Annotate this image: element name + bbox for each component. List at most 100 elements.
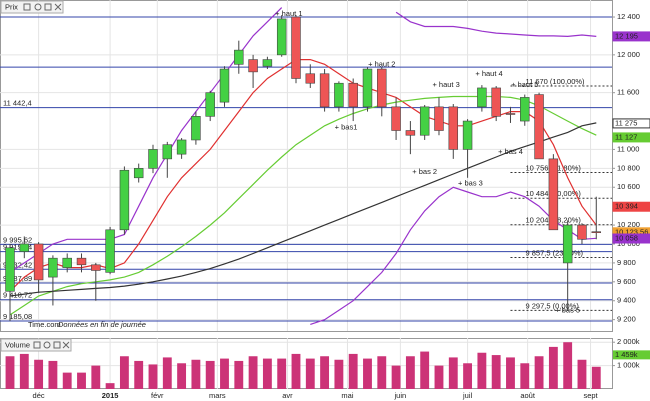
icon[interactable]: [54, 3, 62, 11]
y-tick-label: 9 600: [617, 277, 636, 286]
volume-bar: [463, 363, 473, 389]
x-tick-label: juin: [394, 391, 407, 400]
fib-label: 11 670 (100,00%): [525, 77, 585, 86]
candle-body: [234, 49, 244, 65]
volume-bar: [420, 351, 430, 389]
candle-body: [434, 106, 444, 131]
annotation: + bas 3: [458, 178, 483, 187]
volume-bar: [363, 358, 372, 389]
candle-body: [562, 224, 573, 264]
candle-body: [276, 18, 287, 56]
x-tick-label: mars: [209, 391, 226, 400]
volume-bar: [220, 358, 229, 389]
y-tick-label: 10 600: [617, 182, 640, 191]
indicator-line: [9, 122, 597, 297]
price-marker-label: 10 123,56: [615, 227, 648, 236]
level-label: 9 185,08: [3, 312, 32, 321]
candle-body: [362, 68, 373, 108]
volume-bar: [448, 357, 458, 389]
volume-bar: [148, 364, 158, 389]
candle-body: [405, 130, 416, 136]
icon[interactable]: [33, 341, 41, 349]
candle-body: [262, 59, 273, 67]
volume-bar: [520, 363, 530, 389]
candle-body: [348, 82, 358, 108]
icon[interactable]: [44, 3, 52, 11]
candle-body: [377, 68, 387, 108]
y-tick-label: 10 800: [617, 163, 640, 172]
volume-bar: [205, 360, 215, 389]
y-tick-label: 12 400: [617, 12, 640, 21]
price-plot: 11 442,4 9 995,629 919,74 9 732,42 9 587,89…: [0, 0, 612, 331]
candle-body: [33, 243, 44, 281]
volume-bar: [477, 352, 487, 389]
volume-bar: [177, 363, 187, 389]
price-marker: [612, 118, 650, 129]
candle-body: [505, 113, 516, 115]
candle-body: [19, 243, 30, 252]
candle-body: [76, 257, 87, 266]
panel-title: Volume: [5, 340, 30, 349]
volume-tab: Volume: [0, 338, 72, 352]
volume-bar: [134, 360, 144, 389]
volume-bar: [405, 356, 415, 389]
icon[interactable]: [43, 341, 51, 349]
fib-label: 9 857,5 (23,60%): [525, 248, 583, 257]
candle-body: [119, 169, 130, 231]
y-tick-label: 2 000k: [617, 337, 640, 346]
volume-bar: [320, 356, 330, 389]
volume-bar: [119, 356, 129, 389]
icon[interactable]: [34, 3, 42, 11]
icon[interactable]: [62, 341, 70, 349]
x-tick-label: août: [520, 391, 536, 400]
price-panel: [0, 0, 613, 332]
volume-bar: [506, 357, 515, 389]
volume-bar: [262, 358, 272, 389]
x-tick-label: déc: [33, 391, 45, 400]
candle-body: [191, 116, 201, 141]
x-tick-label: févr: [151, 391, 164, 400]
volume-bar: [334, 359, 344, 389]
volume-bar: [162, 357, 172, 389]
volume-bar: [577, 359, 587, 389]
candle-body: [462, 120, 473, 150]
volume-bar: [91, 365, 101, 389]
candle-body: [491, 87, 501, 117]
volume-bar: [291, 353, 301, 389]
source-note: Time.com: [28, 320, 61, 329]
candle-body: [391, 106, 401, 131]
candle-body: [419, 106, 430, 136]
y-tick-label: 9 200: [617, 315, 636, 324]
source-note: Données en fin de journée: [58, 320, 146, 329]
candle-body: [305, 73, 316, 84]
price-marker-label: 12 195: [615, 31, 638, 40]
candle-body: [334, 82, 344, 108]
candle-body: [5, 247, 15, 292]
level-label: 9 732,42: [3, 260, 32, 269]
candle-body: [548, 158, 559, 231]
volume-bar: [34, 359, 44, 389]
icon[interactable]: [53, 341, 61, 349]
icon[interactable]: [23, 3, 31, 11]
volume-bar: [434, 365, 444, 389]
volume-bar: [377, 356, 387, 389]
candle-body: [48, 257, 58, 278]
candle-body: [219, 68, 230, 103]
candle-body: [62, 257, 72, 268]
volume-bar: [548, 346, 558, 389]
candle-body: [133, 168, 144, 179]
y-tick-label: 9 800: [617, 258, 636, 267]
candle-body: [291, 16, 301, 79]
level-label: 9 587,89: [3, 274, 32, 283]
x-tick-label: mai: [341, 391, 353, 400]
price-marker: [613, 350, 650, 360]
price-marker: [612, 31, 650, 42]
candle-body: [91, 264, 101, 271]
price-marker: [612, 132, 650, 143]
volume-bar: [277, 358, 287, 389]
axes: 12 400 12 000 11 600 11 000 10 800 10 600 10 2…: [33, 12, 650, 400]
candle-body: [534, 94, 544, 160]
price-marker-label: 11 127: [615, 132, 637, 141]
price-marker: [612, 201, 650, 212]
